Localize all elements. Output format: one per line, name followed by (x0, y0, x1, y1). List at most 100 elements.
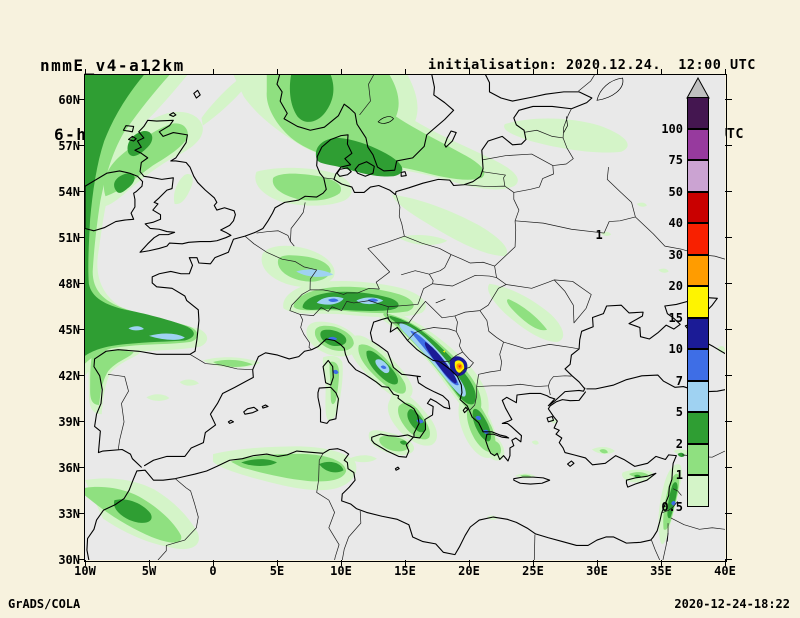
precip-baltic-pale (504, 118, 628, 153)
coastline-ireland (85, 171, 143, 231)
border-swiss-italy-austria (300, 301, 419, 316)
axis-tick (78, 283, 85, 285)
axis-tick (725, 375, 732, 377)
colorbar-label: 7 (675, 373, 683, 388)
colorbar-segment-p05 (687, 475, 709, 507)
border-alps-countries (310, 288, 379, 294)
coastline-scandinavia (277, 75, 454, 171)
lake-balaton (436, 299, 446, 303)
precip-corsica-blue (332, 369, 339, 375)
coastline-lesbos (547, 416, 553, 421)
lon-label-25E: 25E (522, 564, 544, 578)
precip-northsea-pale (201, 78, 248, 126)
axis-tick (78, 559, 85, 561)
lat-label-42N: 42N (58, 368, 80, 383)
precip-aegean-dot1 (531, 440, 539, 445)
precip-level-30-40 (458, 365, 462, 369)
lat-label-30N: 30N (58, 552, 80, 567)
lon-label-20E: 20E (458, 564, 480, 578)
colorbar-label: 50 (668, 184, 683, 199)
precip-atl-green (85, 75, 194, 356)
axis-tick (78, 513, 85, 515)
axis-tick (404, 69, 406, 75)
colorbar-segment-p30 (687, 223, 709, 255)
precip-seturkey-green (677, 452, 685, 457)
precip-carpath-light (506, 299, 548, 331)
precip-map (85, 75, 725, 560)
precip-sturkey-light (599, 449, 608, 454)
precip-aegean-dot2 (549, 418, 557, 424)
border-baltics (514, 109, 574, 193)
border-norway-sweden (360, 75, 374, 115)
border-albania-macedonia-greece (469, 374, 479, 411)
border-latvia-estonia (525, 130, 563, 138)
border-netherlands-germany (290, 202, 305, 241)
axis-tick (78, 421, 85, 423)
border-israel-jordan (663, 523, 668, 560)
border-slovenia-croatia-hungary (391, 301, 455, 322)
colorbar-segment-p7 (687, 349, 709, 381)
border-tunisia-algeria (317, 453, 339, 560)
axis-tick (724, 69, 726, 75)
precip-cyprus-light (629, 472, 649, 478)
axis-tick (725, 191, 732, 193)
border-ukraine-russia (635, 217, 725, 259)
border-benelux (257, 231, 295, 246)
colorbar-segment-p20 (687, 254, 709, 286)
coastline-gotland (445, 131, 457, 147)
axis-tick (340, 560, 342, 566)
axis-tick (84, 69, 86, 75)
axis-tick (468, 560, 470, 566)
border-italy-slovenia (387, 307, 389, 321)
precip-pelop-light (487, 440, 501, 456)
lon-label-10E: 10E (330, 564, 352, 578)
border-syria-lebanon (673, 489, 681, 496)
precip-algeria-green1 (241, 459, 277, 466)
axis-tick (340, 69, 342, 75)
border-egypt-libya (534, 535, 535, 560)
precip-montenegro-red (458, 365, 462, 369)
axis-tick (468, 69, 470, 75)
coastline-mediterranean-north (145, 298, 725, 466)
precip-dalmatia-yellow (442, 350, 446, 353)
precip-levant-blue (671, 500, 676, 506)
coastline-crete (514, 477, 550, 484)
model-name: nmmE_v4-a12km (40, 56, 185, 75)
coastline-corsica (323, 360, 333, 385)
colorbar-segment-p2 (687, 412, 709, 444)
lon-label-15E: 15E (394, 564, 416, 578)
lon-label-5W: 5W (141, 564, 157, 578)
lon-label-40E: 40E (714, 564, 736, 578)
lat-label-51N: 51N (58, 230, 80, 245)
coastline-cyprus (626, 473, 655, 487)
axis-tick (276, 69, 278, 75)
colorbar-label: 30 (668, 247, 683, 262)
coastline-orkney (169, 113, 175, 117)
axis-tick (78, 99, 85, 101)
coastline-mallorca (244, 407, 258, 414)
precip-algeria-green2 (319, 461, 344, 473)
colorbar-label: 0.5 (661, 499, 683, 514)
map-area (85, 75, 725, 560)
border-belarus-russia (607, 167, 635, 217)
colorbar-segment-p10 (687, 317, 709, 349)
axis-tick (78, 191, 85, 193)
precip-iberia-light (90, 350, 134, 405)
colorbar-segment-p1 (687, 443, 709, 475)
lat-label-33N: 33N (58, 506, 80, 521)
lat-label-60N: 60N (58, 92, 80, 107)
lat-label-54N: 54N (58, 184, 80, 199)
precip-apennine-blue (380, 365, 387, 369)
colorbar-label: 1 (675, 468, 683, 482)
border-croatia-bosnia-serbia (408, 316, 458, 341)
lon-label-10W: 10W (74, 564, 96, 578)
precip-spain-dot1 (146, 394, 170, 401)
border-czech-austria-slovakia (401, 255, 451, 275)
axis-tick (532, 560, 534, 566)
precip-norway-green (289, 75, 334, 122)
contour-label: 1 (595, 228, 603, 243)
coastline-atlantic-baltic (94, 75, 592, 467)
precip-sicily-light (379, 436, 409, 452)
lat-label-57N: 57N (58, 138, 80, 153)
precip-atl-light (85, 75, 198, 364)
